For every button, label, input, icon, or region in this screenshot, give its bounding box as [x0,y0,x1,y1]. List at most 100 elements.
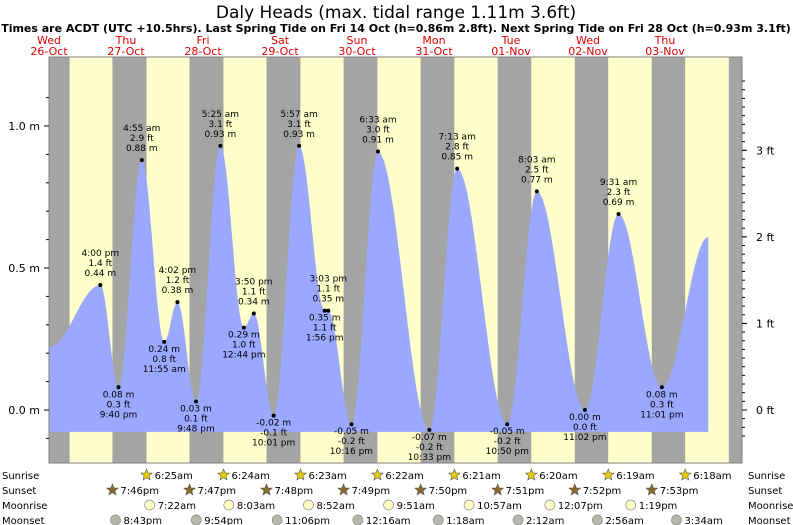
row-time: 6:21am [462,471,500,482]
extreme-label: 10:50 pm [486,447,529,457]
extreme-point [297,143,302,148]
extreme-label: 0.8 ft [152,355,176,365]
extreme-point [616,212,621,217]
extreme-label: 5:57 am [280,110,317,120]
row-label-right: Sunset [748,486,782,497]
extreme-label: 7:13 am [438,133,475,143]
extreme-label: 0.3 ft [107,400,131,410]
day-name: Sat [271,34,290,47]
sunset-star-icon [491,483,505,496]
moonset-moon-icon [190,514,202,525]
y-left-tick-label: 1.0 m [8,120,40,133]
moonset-moon-icon [271,514,283,525]
sunrise-star-icon [678,468,692,481]
y-right-tick-label: 2 ft [756,231,775,244]
moonrise-moon-icon [463,499,475,511]
extreme-label: 3.1 ft [287,120,311,130]
extreme-label: 2.8 ft [445,143,469,153]
moonset-moon-icon [671,514,682,525]
extreme-point [98,283,103,288]
extreme-label: 3.1 ft [209,120,233,130]
moonset-moon-icon [110,514,121,525]
extreme-point [175,300,180,305]
sunset-star-icon [414,483,428,496]
extreme-point [193,399,198,404]
y-left-tick-label: 0.0 m [8,404,40,417]
extreme-label: 3.0 ft [366,126,390,136]
moonrise-moon-icon [144,499,155,511]
sunrise-star-icon [524,468,538,481]
row-time: 6:19am [616,471,654,482]
extreme-label: 10:01 pm [252,439,295,449]
row-time: 7:49pm [352,486,391,497]
sunset-star-icon [183,483,196,496]
day-date: 27-Oct [107,45,145,58]
y-right-tick-label: 0 ft [756,404,775,417]
extreme-label: -0.2 ft [494,437,521,447]
day-date: 03-Nov [645,45,685,58]
row-time: 6:18am [693,471,731,482]
extreme-label: 1.1 ft [313,324,337,334]
moonset-moon-icon [512,514,524,525]
extreme-point [139,158,144,163]
row-time: 8:52am [316,501,354,512]
extreme-labels: 4:00 pm1.4 ft0.44 m0.08 m0.3 ft9:40 pm4:… [82,110,684,463]
moonset-moon-icon [352,514,364,525]
extreme-point [251,311,256,316]
row-time: 7:52pm [583,486,622,497]
row-time: 7:50pm [429,486,468,497]
extreme-label: -0.05 m [490,427,525,437]
extreme-point [582,408,587,412]
extreme-point [505,422,510,427]
row-label-left: Sunrise [2,471,39,482]
row-time: 6:24am [232,471,270,482]
row-time: 10:57am [477,501,522,512]
extreme-label: 0.85 m [441,153,473,163]
moonrise-moon-icon [544,499,556,511]
tide-curve [49,145,709,432]
extreme-point [427,427,432,432]
extreme-label: -0.07 m [412,433,447,443]
extreme-label: 1.4 ft [88,259,112,269]
extreme-label: 4:55 am [123,124,160,134]
extreme-label: 11:55 am [143,365,186,375]
row-label-left: Sunset [2,486,36,497]
night-band [728,57,742,463]
row-time: 12:07pm [558,501,603,512]
row-time: 7:22am [158,501,196,512]
extreme-point [218,143,223,148]
extreme-label: 3:03 pm [310,275,348,285]
row-time: 6:23am [308,471,346,482]
row-time: 12:16am [366,516,411,525]
extreme-point [116,385,121,390]
row-time: 8:43pm [123,516,162,525]
day-name: Sun [347,34,368,47]
extreme-label: 4:02 pm [159,266,197,276]
extreme-label: 0.35 m [312,295,344,305]
row-time: 7:47pm [197,486,236,497]
row-time: 6:25am [155,471,193,482]
moonrise-moon-icon [383,499,394,511]
row-time: 1:19pm [639,501,678,512]
row-time: 7:48pm [275,486,314,497]
y-right-tick-label: 1 ft [756,317,775,330]
row-time: 1:18am [446,516,484,525]
extreme-point [322,308,327,313]
day-name: Thu [115,34,137,47]
extreme-point [349,422,354,427]
plot-border [48,56,743,464]
extreme-label: 0.08 m [646,390,678,400]
row-label-right: Sunrise [748,471,785,482]
sunrise-star-icon [447,468,461,481]
extreme-label: 0.35 m [309,314,341,324]
row-time: 2:12am [526,516,564,525]
sunset-star-icon [645,483,659,496]
row-time: 7:51pm [506,486,545,497]
extreme-point [534,189,539,194]
extreme-label: 0.69 m [603,198,635,208]
row-time: 2:56am [605,516,643,525]
day-name: Tue [501,34,521,47]
day-date: 26-Oct [30,45,68,58]
moonset-moon-icon [432,514,444,525]
extreme-label: 0.00 m [569,413,601,423]
